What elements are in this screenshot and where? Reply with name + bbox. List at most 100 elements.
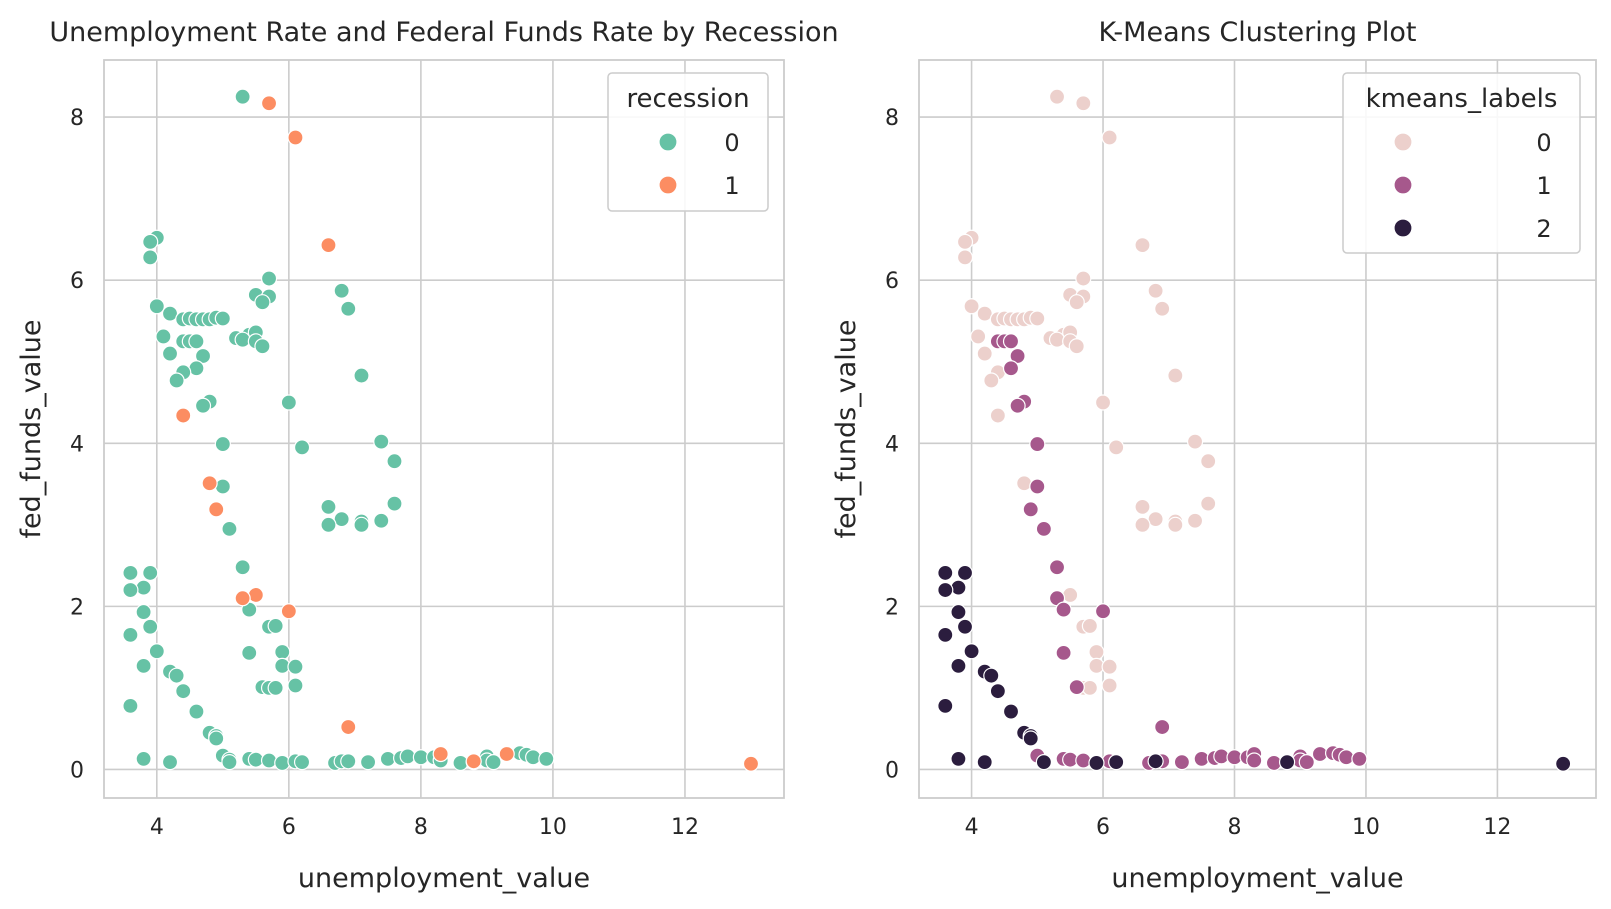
data-point [208,501,225,518]
data-point [175,407,192,424]
data-point [937,581,954,599]
data-point [234,88,251,105]
x-tick-label: 8 [1227,815,1241,840]
recession-scatter-panel: 4 6 8 10 1202468unemployment_valuefed_funds_… [16,17,839,894]
data-point [989,683,1006,700]
data-point [293,754,311,771]
data-point [142,249,159,266]
data-point [432,745,449,763]
legend-marker [1393,175,1413,195]
data-point [1134,498,1151,515]
data-point [148,643,165,660]
data-point [937,564,954,582]
data-point [983,372,1000,389]
data-point [247,586,264,604]
data-point [353,367,370,384]
data-point [333,282,350,299]
data-point [525,749,542,766]
x-tick-label: 12 [1483,815,1511,840]
data-point [1173,754,1191,771]
x-tick-label: 4 [150,815,164,840]
legend-box [607,72,769,212]
data-point [194,397,212,414]
kmeans-scatter-panel: 4 6 8 10 1202468unemployment_valuefed_funds_… [831,17,1597,894]
data-point [1186,433,1204,450]
data-point [1088,754,1105,772]
data-point [1200,495,1217,512]
data-point [1088,643,1105,661]
data-point [254,338,271,355]
data-point [950,657,967,674]
data-point [168,667,185,684]
data-point [1154,718,1171,736]
data-point [1134,237,1151,254]
data-point [161,345,179,362]
series-2-points [937,564,1572,772]
data-point [1555,755,1572,772]
y-tick-label: 6 [70,269,84,294]
y-tick-label: 4 [885,432,899,457]
data-point [1154,300,1171,317]
data-point [538,750,555,767]
data-point [1134,516,1151,533]
legend-title: recession [626,84,749,114]
data-point [1094,603,1112,620]
data-point [386,453,403,470]
data-point [340,753,357,770]
data-point [937,626,954,644]
legend-entry-label: 0 [1536,129,1551,157]
data-point [1055,601,1072,618]
chart-title: K-Means Clustering Plot [1099,17,1417,48]
y-tick-label: 6 [885,269,899,294]
y-tick-label: 2 [885,595,899,620]
data-point [498,745,515,763]
data-point [1002,360,1020,377]
data-point [1298,754,1315,771]
data-point [1147,753,1164,770]
data-point [485,754,502,771]
data-point [135,657,152,674]
data-point [1029,435,1046,453]
data-point [950,603,967,621]
data-point [950,750,967,767]
legend-entry-label: 2 [1536,215,1551,243]
data-point [274,643,291,661]
data-point [742,755,760,772]
series-1-points [175,95,760,772]
x-tick-label: 6 [282,815,296,840]
legend: recession 0 1 [607,72,769,212]
data-point [142,564,159,582]
data-point [214,478,231,495]
legend-entry-label: 1 [724,172,739,200]
y-tick-label: 2 [70,595,84,620]
data-point [950,579,967,596]
y-tick-label: 4 [70,432,84,457]
x-tick-label: 6 [1096,815,1110,840]
data-point [353,516,370,533]
data-point [287,658,304,675]
data-point [963,643,980,660]
data-point [1016,475,1033,492]
x-tick-label: 4 [965,815,979,840]
data-point [254,294,271,311]
data-point [1022,501,1039,518]
data-point [234,559,251,576]
data-point [1278,754,1296,771]
data-point [1068,294,1085,311]
x-tick-label: 10 [539,815,567,840]
data-point [194,347,212,365]
data-point [465,753,482,770]
series-0-points [122,88,555,772]
data-point [1062,586,1079,604]
data-point [1002,703,1020,720]
data-point [1022,730,1039,747]
data-point [214,310,231,327]
data-point [373,433,390,450]
data-point [234,331,251,348]
legend-entry-label: 1 [1536,172,1551,200]
data-point [1048,559,1066,576]
data-point [161,754,179,771]
data-point [989,407,1006,424]
data-point [280,603,297,620]
